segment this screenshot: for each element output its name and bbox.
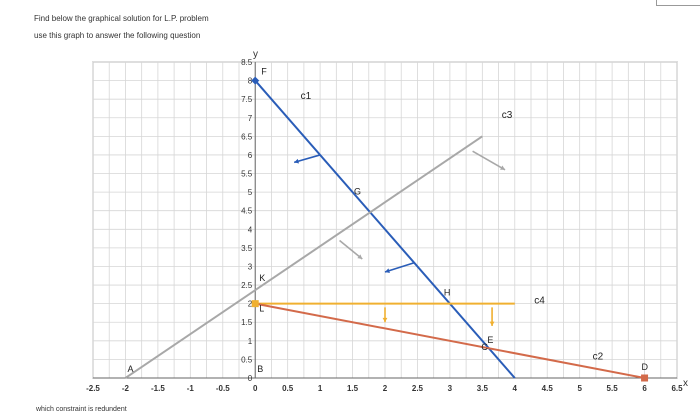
point-label-H: H xyxy=(444,288,451,298)
y-tick-label: 6 xyxy=(248,151,253,160)
x-tick-label: 6 xyxy=(642,384,647,393)
direction-arrow xyxy=(384,261,415,273)
point-label-B: B xyxy=(257,364,263,374)
point-label-C: C xyxy=(481,342,488,352)
y-tick-label: 5.5 xyxy=(241,170,253,179)
x-tick-label: 3.5 xyxy=(477,384,489,393)
x-axis-label: x xyxy=(683,378,688,389)
x-tick-label: 2 xyxy=(383,384,388,393)
point-label-L: L xyxy=(259,304,264,314)
x-tick-label: 4.5 xyxy=(542,384,554,393)
point-label-K: K xyxy=(259,273,265,283)
direction-arrow-head xyxy=(385,268,390,274)
direction-arrow-head xyxy=(500,165,506,170)
x-tick-label: 0 xyxy=(253,384,258,393)
x-tick-label: 4 xyxy=(513,384,518,393)
direction-arrow xyxy=(339,239,363,260)
point-label-A: A xyxy=(127,364,133,374)
direction-arrow-head xyxy=(382,317,388,323)
feasible-direction-arrows xyxy=(293,150,506,326)
x-tick-label: 1 xyxy=(318,384,323,393)
constraint-line-c2 xyxy=(255,302,645,379)
x-tick-label: 6.5 xyxy=(671,384,683,393)
x-tick-label: -0.5 xyxy=(216,384,230,393)
corner-fragment xyxy=(656,0,700,6)
constraint-line-c1 xyxy=(254,79,516,379)
direction-arrow-head xyxy=(357,254,363,260)
y-tick-label: 2.5 xyxy=(241,281,253,290)
x-tick-label: 1.5 xyxy=(347,384,359,393)
direction-arrow-head xyxy=(489,321,495,326)
x-tick-label: -1.5 xyxy=(151,384,165,393)
question-line-1: Find below the graphical solution for L.… xyxy=(34,14,209,23)
y-tick-label: 8.5 xyxy=(241,58,253,67)
constraint-label-c4: c4 xyxy=(534,296,545,307)
direction-arrow xyxy=(472,150,506,171)
point-label-F: F xyxy=(261,67,267,77)
footer-question: which constraint is redundent xyxy=(36,406,127,413)
y-tick-label: 0.5 xyxy=(241,355,253,364)
y-tick-label: 3.5 xyxy=(241,244,253,253)
y-tick-label: 5 xyxy=(248,188,253,197)
constraint-lines xyxy=(124,79,645,379)
x-tick-label: 5.5 xyxy=(607,384,619,393)
y-tick-label: 7 xyxy=(248,114,253,123)
direction-arrow xyxy=(293,154,321,164)
constraint-label-c3: c3 xyxy=(502,110,513,121)
y-tick-label: 4 xyxy=(248,225,253,234)
point-marker-D xyxy=(641,374,649,382)
x-tick-label: -2.5 xyxy=(86,384,100,393)
x-tick-label: -2 xyxy=(122,384,130,393)
y-tick-label: 0 xyxy=(248,374,253,383)
question-line-2: use this graph to answer the following q… xyxy=(34,31,201,40)
y-tick-label: 4.5 xyxy=(241,207,253,216)
constraint-label-c1: c1 xyxy=(301,91,312,102)
point-marker-L xyxy=(251,300,259,308)
constraint-label-c2: c2 xyxy=(593,351,604,362)
y-tick-label: 1 xyxy=(248,337,253,346)
y-tick-label: 2 xyxy=(248,300,253,309)
x-tick-label: -1 xyxy=(187,384,195,393)
y-tick-label: 7.5 xyxy=(241,95,253,104)
y-tick-label: 3 xyxy=(248,262,253,271)
x-tick-label: 2.5 xyxy=(412,384,424,393)
point-label-E: E xyxy=(487,335,493,345)
y-axis-label: y xyxy=(253,49,258,60)
axes xyxy=(93,62,677,379)
tick-labels: -2.5 -2 -1.5 -1 -0.5 0 0.5 1 1.5 2 2.5 3 3.5 4 4.5 5 5.5… xyxy=(86,58,683,393)
corner-points: F G K L H EC A B D xyxy=(127,67,649,382)
x-tick-label: 5 xyxy=(577,384,582,393)
direction-arrow-head xyxy=(294,158,300,164)
constraint-labels: c1 c3 c4 c2 xyxy=(301,91,604,362)
x-tick-label: 0.5 xyxy=(282,384,294,393)
point-marker-F xyxy=(251,76,260,85)
constraint-line-c3 xyxy=(124,135,483,379)
y-tick-label: 6.5 xyxy=(241,132,253,141)
x-tick-label: 3 xyxy=(448,384,453,393)
y-tick-label: 1.5 xyxy=(241,318,253,327)
point-label-G: G xyxy=(354,186,361,196)
y-tick-label: 8 xyxy=(248,77,253,86)
point-label-D: D xyxy=(642,362,649,372)
